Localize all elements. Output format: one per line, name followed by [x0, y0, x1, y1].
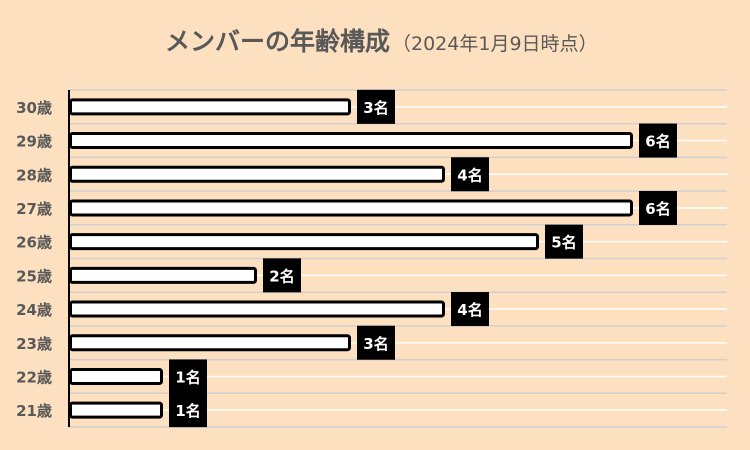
data-label: 6名	[645, 133, 670, 151]
data-label-box	[357, 325, 395, 360]
category-label: 29歳	[16, 133, 52, 151]
data-label: 2名	[269, 267, 294, 285]
data-label-box	[639, 123, 677, 158]
category-label: 28歳	[16, 166, 52, 184]
category-label: 21歳	[16, 402, 52, 420]
category-label: 23歳	[16, 335, 52, 353]
data-label: 3名	[363, 99, 388, 117]
data-label: 3名	[363, 335, 388, 353]
data-label-box	[169, 393, 207, 428]
bar	[69, 199, 633, 217]
bar	[69, 165, 445, 183]
bar	[69, 266, 257, 284]
data-label-box	[545, 224, 583, 259]
data-label-box	[357, 89, 395, 124]
data-label: 6名	[645, 200, 670, 218]
data-label: 4名	[457, 166, 482, 184]
bar	[69, 98, 351, 116]
bar	[69, 233, 539, 251]
bar	[69, 334, 351, 352]
bar	[69, 300, 445, 318]
data-label-box	[639, 190, 677, 225]
data-label: 4名	[457, 301, 482, 319]
data-label-box	[451, 157, 489, 192]
category-label: 25歳	[16, 267, 52, 285]
chart-title: メンバーの年齢構成	[165, 27, 390, 56]
category-label: 22歳	[16, 368, 52, 386]
chart-subtitle: （2024年1月9日時点）	[392, 33, 598, 55]
category-label: 30歳	[16, 99, 52, 117]
data-label: 1名	[175, 402, 200, 420]
category-label: 24歳	[16, 301, 52, 319]
bar	[69, 401, 163, 419]
data-label-box	[263, 258, 301, 293]
data-label: 5名	[551, 234, 576, 252]
data-label-box	[451, 292, 489, 327]
bar	[69, 132, 633, 150]
category-label: 27歳	[16, 200, 52, 218]
data-label-box	[169, 359, 207, 394]
data-label: 1名	[175, 368, 200, 386]
bar	[69, 367, 163, 385]
category-label: 26歳	[16, 234, 52, 252]
